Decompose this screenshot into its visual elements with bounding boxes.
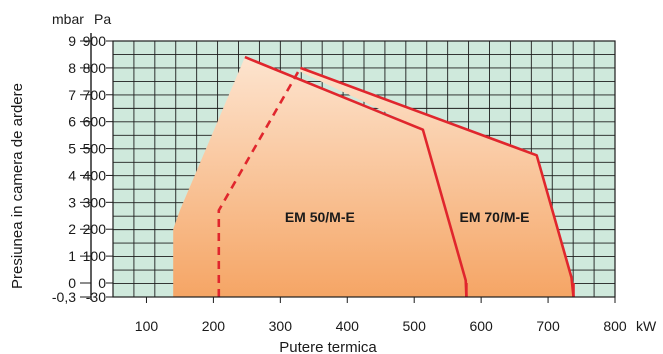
x-tick-label: 500 bbox=[403, 318, 427, 334]
x-tick-label: 100 bbox=[135, 318, 159, 334]
y-tick-label-mbar: 6 bbox=[68, 114, 76, 130]
y-tick-label-pa: 300 bbox=[83, 194, 107, 210]
y-tick-label-mbar: 2 bbox=[68, 221, 76, 237]
y-axis-label: Presiunea in camera de ardere bbox=[9, 83, 26, 289]
x-tick-label: 400 bbox=[336, 318, 360, 334]
y-unit-pa: Pa bbox=[94, 11, 111, 27]
y-tick-label-pa: 700 bbox=[83, 87, 107, 103]
x-axis: 100 200 300 400 500 600 700 800 bbox=[135, 297, 627, 334]
y-tick-label-mbar: 4 bbox=[68, 167, 76, 183]
y-tick-label-mbar: 5 bbox=[68, 141, 76, 157]
x-axis-label: Putere termica bbox=[279, 339, 377, 354]
y-tick-label-mbar: 0 bbox=[68, 275, 76, 291]
em50-min-boundary-dashed bbox=[217, 67, 302, 297]
y-tick-label-pa: 800 bbox=[83, 60, 107, 76]
y-tick-label-pa: 100 bbox=[83, 248, 107, 264]
x-tick-label: 600 bbox=[469, 318, 493, 334]
y-tick-label-pa: 0 bbox=[98, 275, 106, 291]
y-tick-label-mbar: 9 bbox=[68, 33, 76, 49]
series-labels: EM 50/M-E EM 70/M-E bbox=[285, 209, 530, 225]
y-axis-mbar: -0,30 1 2 3 4 5 6 7 8 9 bbox=[52, 33, 92, 305]
plot-frame bbox=[112, 40, 616, 298]
operating-area bbox=[173, 57, 574, 297]
y-tick-label-pa: 200 bbox=[83, 221, 107, 237]
x-tick-label: 200 bbox=[202, 318, 226, 334]
x-tick-label: 800 bbox=[603, 318, 627, 334]
y-tick-label-mbar: 1 bbox=[68, 248, 76, 264]
y-tick-label-mbar: 3 bbox=[68, 194, 76, 210]
x-tick-label: 300 bbox=[269, 318, 293, 334]
x-unit: kW bbox=[636, 318, 657, 334]
y-unit-mbar: mbar bbox=[52, 11, 84, 27]
x-tick-label: 700 bbox=[536, 318, 560, 334]
y-tick-label-pa: 400 bbox=[83, 167, 107, 183]
y-tick-label-mbar: 8 bbox=[68, 60, 76, 76]
series-boundaries bbox=[217, 55, 575, 298]
series-label-em50: EM 50/M-E bbox=[285, 209, 355, 225]
series-label-em70: EM 70/M-E bbox=[460, 209, 530, 225]
y-tick-label-mbar: 7 bbox=[68, 87, 76, 103]
y-tick-label-pa: 900 bbox=[83, 33, 107, 49]
y-tick-label-pa: 600 bbox=[83, 114, 107, 130]
y-tick-label-pa: 500 bbox=[83, 141, 107, 157]
y-tick-label-mbar: -0,3 bbox=[52, 289, 76, 305]
